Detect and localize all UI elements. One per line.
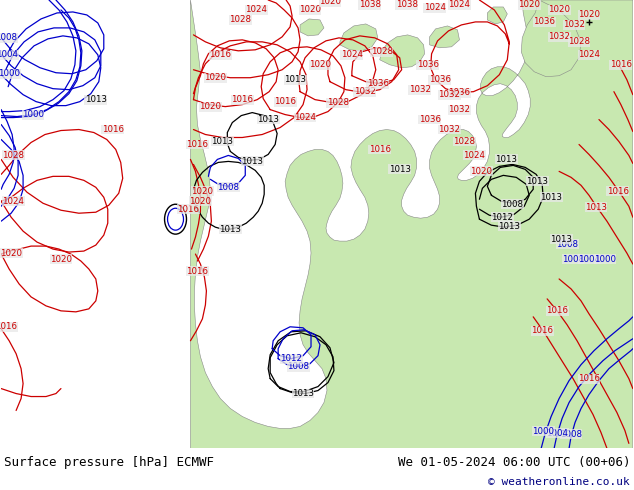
Text: 1016: 1016 [178,205,200,214]
Text: 1020: 1020 [299,5,321,15]
Text: 1028: 1028 [453,137,476,146]
Text: 1004: 1004 [0,50,18,59]
Text: 1013: 1013 [85,95,107,104]
Text: 1028: 1028 [2,151,24,160]
Text: 1016: 1016 [101,125,124,134]
Text: 1013: 1013 [389,165,411,174]
Text: 1036: 1036 [418,115,441,124]
Polygon shape [190,0,633,448]
Text: 1036: 1036 [367,79,389,88]
Text: 1008: 1008 [217,183,239,192]
Text: 1020: 1020 [309,60,331,69]
Text: 1013: 1013 [498,221,521,231]
Text: 1024: 1024 [2,197,24,206]
Text: 1020: 1020 [470,167,493,176]
Text: 1016: 1016 [186,267,209,275]
Text: 1008: 1008 [501,200,523,209]
Text: 1016: 1016 [209,50,231,59]
Text: 1020: 1020 [191,187,214,196]
Text: 1032: 1032 [439,90,460,99]
Text: 1024: 1024 [341,50,363,59]
Text: 1020: 1020 [190,197,211,206]
Text: 1024: 1024 [463,151,486,160]
Text: 1008: 1008 [556,240,578,248]
Text: 1004: 1004 [578,254,600,264]
Text: 1036: 1036 [533,18,555,26]
Text: 1013: 1013 [257,115,279,124]
Polygon shape [340,24,378,51]
Text: 1016: 1016 [274,97,296,106]
Text: 1032: 1032 [563,21,585,29]
Text: 1024: 1024 [578,50,600,59]
Text: 1013: 1013 [526,177,548,186]
Text: 1020: 1020 [578,10,600,20]
Text: 1024: 1024 [245,5,267,15]
Text: 1012: 1012 [280,354,302,363]
Text: 1028: 1028 [230,15,251,24]
Text: 1028: 1028 [327,98,349,107]
Text: 1013: 1013 [540,193,562,202]
Text: 1008: 1008 [562,254,584,264]
Text: 1013: 1013 [585,203,607,212]
Text: 1016: 1016 [610,60,632,69]
Polygon shape [430,26,460,48]
Text: 1012: 1012 [491,213,514,221]
Text: 1000: 1000 [594,254,616,264]
Text: 1000: 1000 [22,110,44,119]
Text: Surface pressure [hPa] ECMWF: Surface pressure [hPa] ECMWF [4,456,214,469]
Text: 1013: 1013 [211,137,233,146]
Text: 1032: 1032 [548,32,570,41]
Text: 1008: 1008 [0,33,17,42]
Text: 1008: 1008 [560,430,582,439]
Text: 1013: 1013 [242,157,263,166]
Text: 1020: 1020 [0,248,22,258]
Text: 1000: 1000 [0,69,20,78]
Text: 1028: 1028 [371,48,392,56]
Text: 1032: 1032 [409,85,430,94]
Text: 1020: 1020 [204,73,226,82]
Text: 1008: 1008 [287,362,309,371]
Text: 1013: 1013 [284,75,306,84]
Text: 1036: 1036 [448,88,470,97]
Text: 1020: 1020 [548,5,570,15]
Text: 1024: 1024 [448,0,470,9]
Text: 1013: 1013 [292,389,314,398]
Text: 1020: 1020 [319,0,341,6]
Text: 1000: 1000 [532,427,554,436]
Text: 1020: 1020 [199,102,221,111]
Text: 1004: 1004 [546,429,568,438]
Polygon shape [521,0,581,77]
Text: 1038: 1038 [359,0,381,9]
Text: 1020: 1020 [518,0,540,9]
Text: 1032: 1032 [439,125,460,134]
Text: 1028: 1028 [568,37,590,47]
Polygon shape [300,19,324,36]
Text: 1020: 1020 [50,254,72,264]
Text: 1016: 1016 [578,374,600,383]
Text: 1032: 1032 [354,87,376,96]
Text: We 01-05-2024 06:00 UTC (00+06): We 01-05-2024 06:00 UTC (00+06) [398,456,630,469]
Text: 1013: 1013 [495,155,517,164]
Text: 1024: 1024 [294,113,316,122]
Polygon shape [380,35,425,68]
Text: 1016: 1016 [0,322,17,331]
Text: 1038: 1038 [396,0,418,9]
Text: 1016: 1016 [607,187,629,196]
Text: 1036: 1036 [429,75,451,84]
Text: 1036: 1036 [417,60,439,69]
Text: © weatheronline.co.uk: © weatheronline.co.uk [488,477,630,487]
Text: 1016: 1016 [531,326,553,335]
Text: 1013: 1013 [219,224,242,234]
Polygon shape [488,7,507,24]
Text: 1024: 1024 [424,3,446,12]
Text: 1016: 1016 [186,140,209,149]
Text: 1016: 1016 [369,145,391,154]
Text: 1016: 1016 [231,95,253,104]
Text: 1032: 1032 [448,105,470,114]
Text: 1013: 1013 [550,235,572,244]
Text: 1016: 1016 [546,306,568,316]
